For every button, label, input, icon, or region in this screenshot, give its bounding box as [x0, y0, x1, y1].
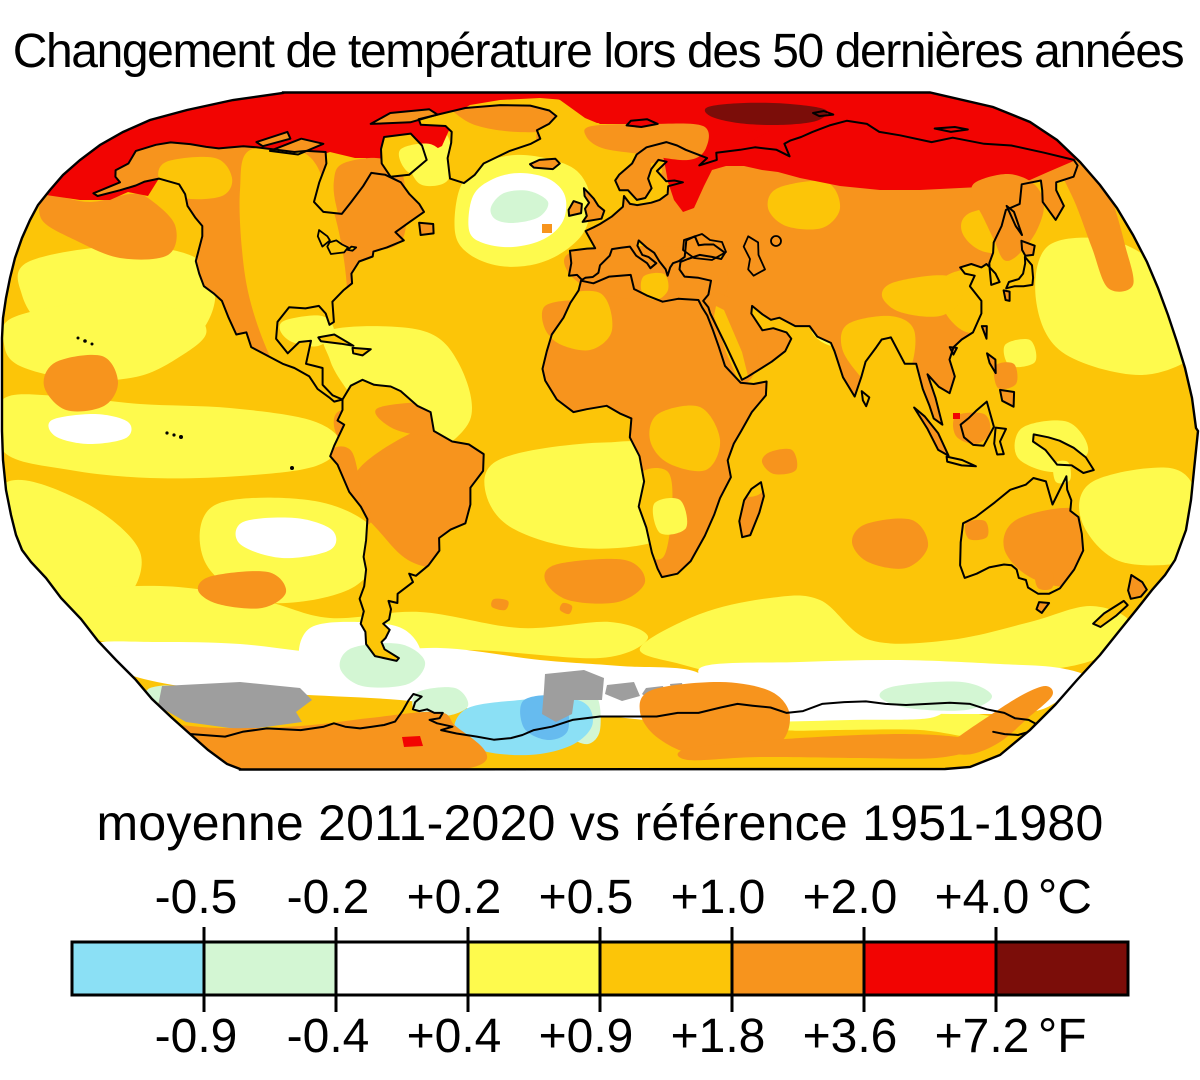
svg-text:-0.2: -0.2 [287, 871, 370, 924]
svg-text:+0.9: +0.9 [539, 1010, 634, 1063]
svg-text:+4.0: +4.0 [935, 871, 1030, 924]
svg-text:-0.4: -0.4 [287, 1010, 370, 1063]
svg-text:-0.9: -0.9 [155, 1010, 238, 1063]
svg-text:+0.2: +0.2 [407, 871, 502, 924]
svg-text:Changement de température lors: Changement de température lors des 50 de… [13, 25, 1184, 78]
svg-text:+1.0: +1.0 [671, 871, 766, 924]
svg-text:+3.6: +3.6 [803, 1010, 898, 1063]
svg-text:°F: °F [1038, 1010, 1087, 1063]
svg-text:°C: °C [1038, 871, 1092, 924]
svg-text:+0.5: +0.5 [539, 871, 634, 924]
svg-text:+1.8: +1.8 [671, 1010, 766, 1063]
svg-text:+2.0: +2.0 [803, 871, 898, 924]
svg-text:-0.5: -0.5 [155, 871, 238, 924]
svg-text:moyenne 2011-2020 vs référence: moyenne 2011-2020 vs référence 1951-1980 [97, 795, 1104, 851]
svg-text:+7.2: +7.2 [935, 1010, 1030, 1063]
svg-text:+0.4: +0.4 [407, 1010, 502, 1063]
